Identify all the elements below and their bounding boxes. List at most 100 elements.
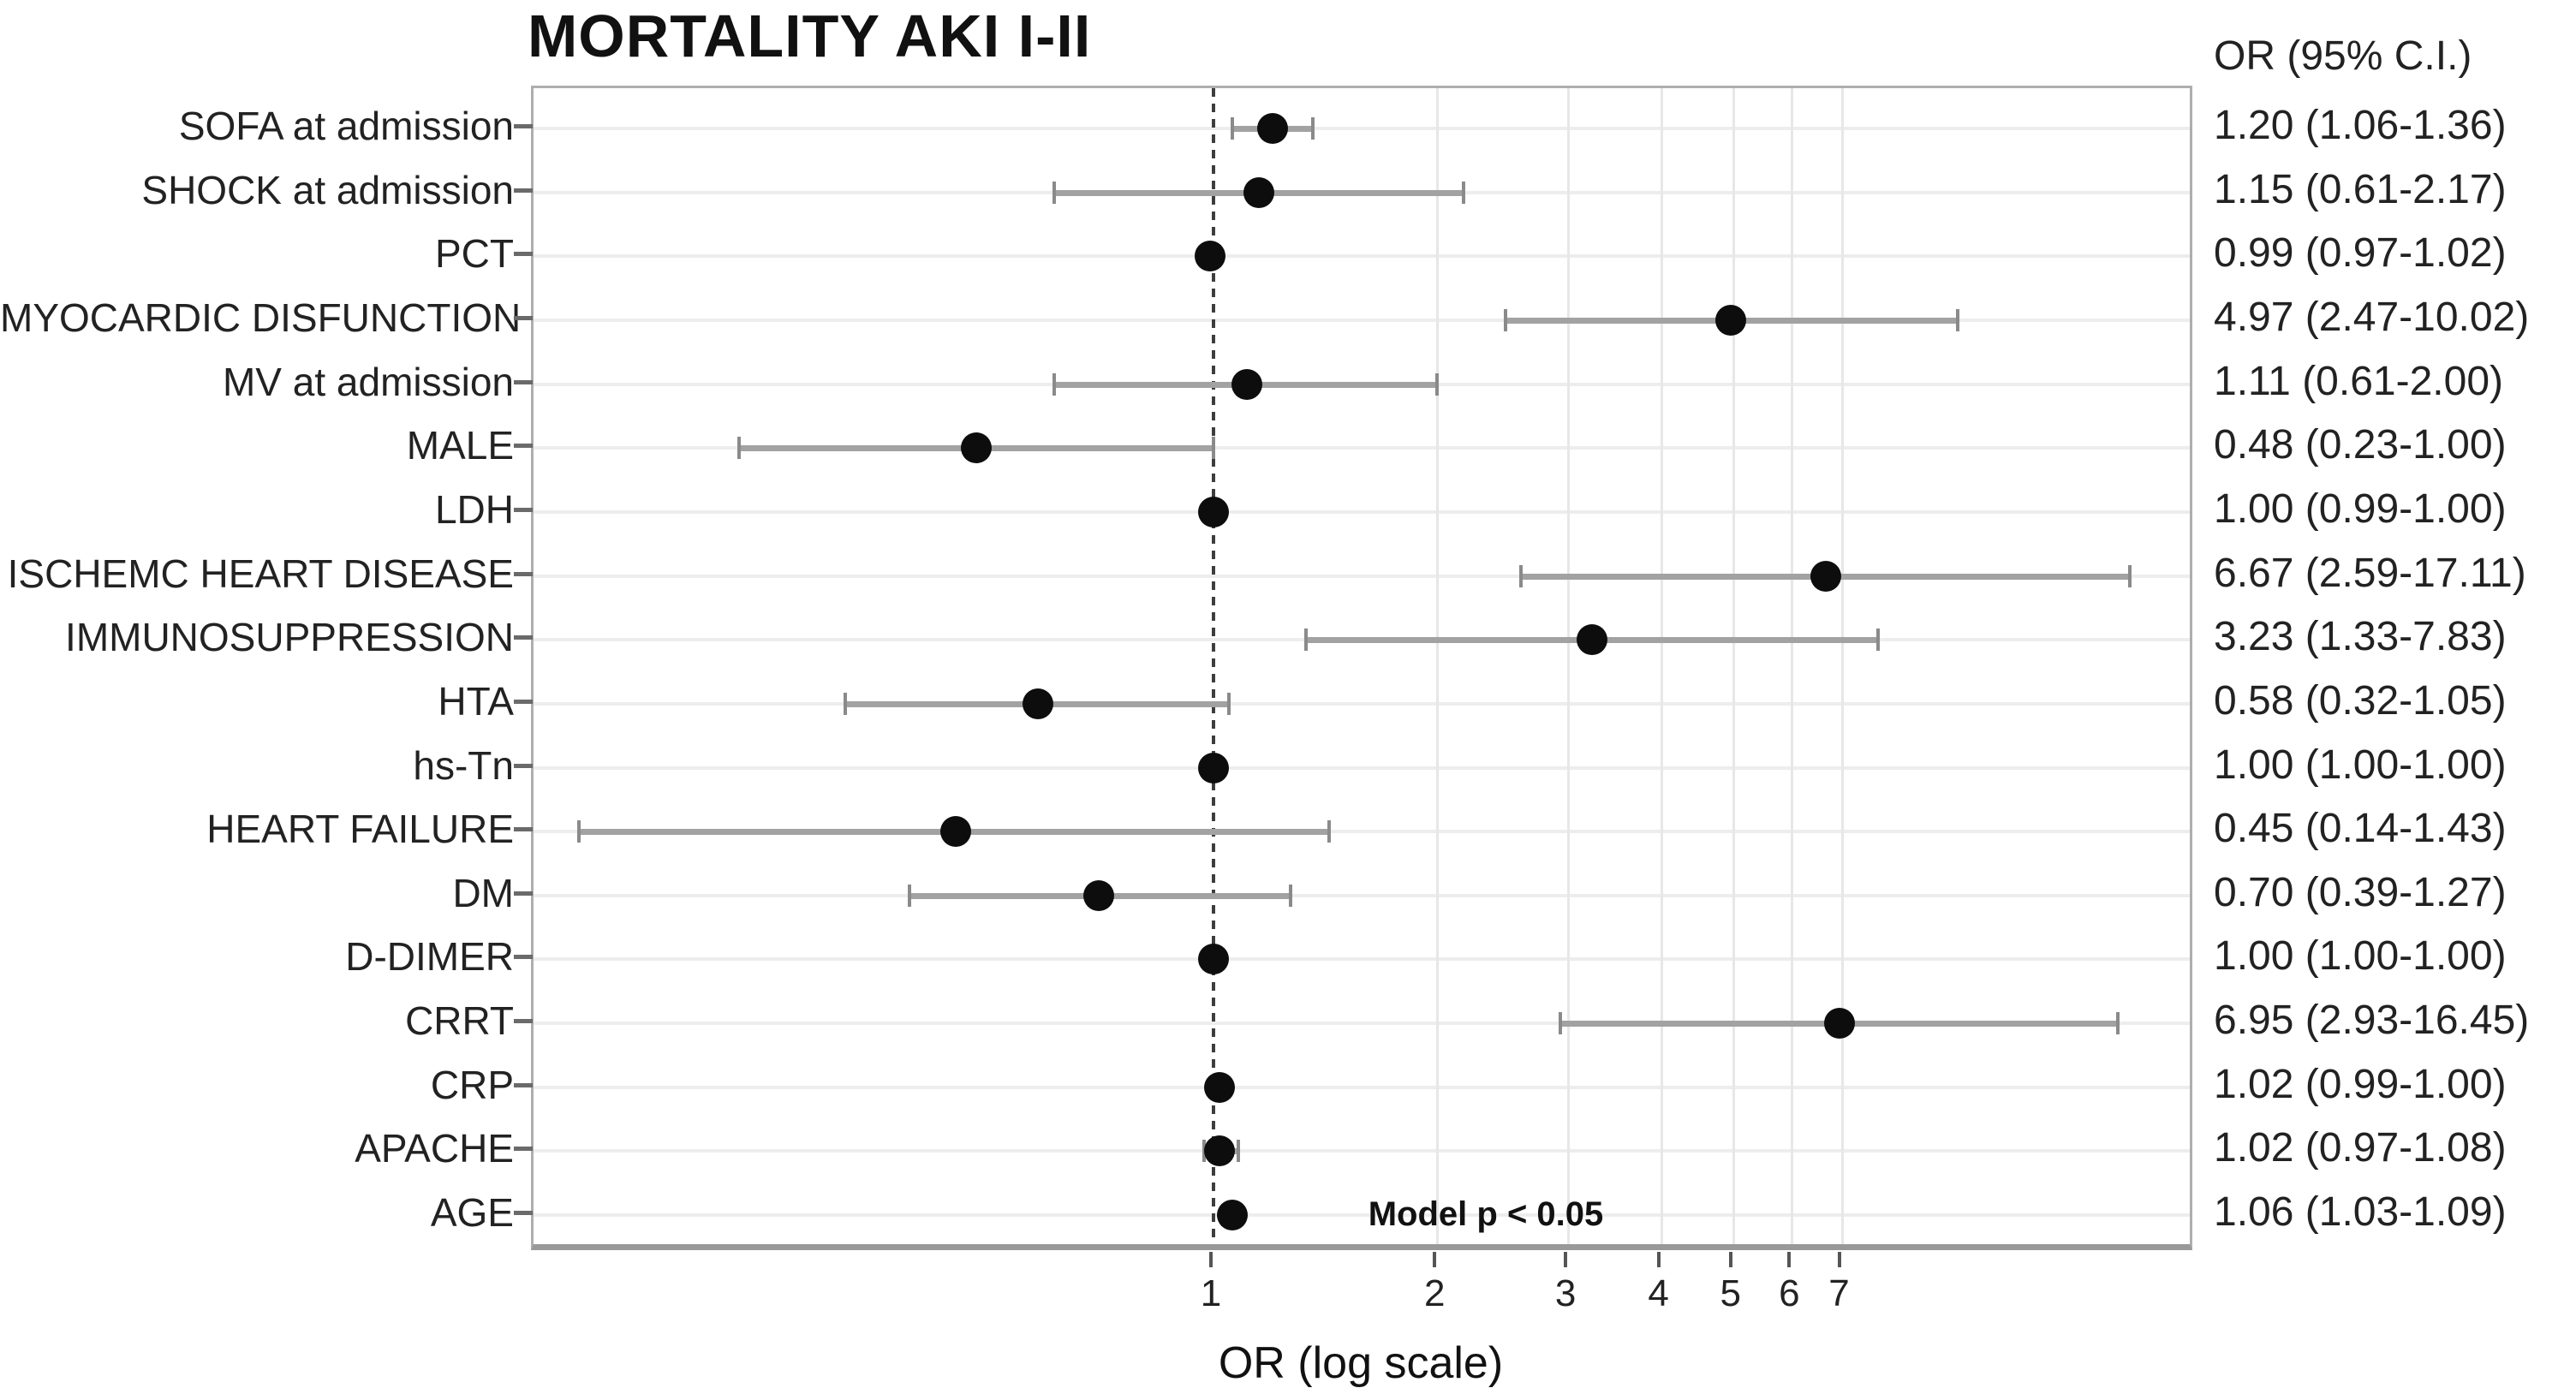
- ci-cap: [1503, 308, 1507, 331]
- ci-cap: [1435, 372, 1440, 396]
- or-ci-value: 1.02 (0.97-1.08): [2214, 1125, 2507, 1171]
- or-point: [1216, 1200, 1248, 1231]
- y-axis-tick: [514, 124, 533, 128]
- x-axis-tick-label: 2: [1424, 1272, 1446, 1314]
- vertical-gridline: [1791, 88, 1794, 1244]
- horizontal-gridline: [534, 1085, 2190, 1089]
- or-ci-value: 1.00 (1.00-1.00): [2214, 933, 2507, 980]
- or-point: [1204, 1135, 1236, 1167]
- or-point: [1204, 1071, 1236, 1103]
- horizontal-gridline: [534, 766, 2190, 770]
- ci-cap: [1327, 820, 1331, 843]
- or-point: [1231, 368, 1263, 400]
- x-axis-title: OR (log scale): [1218, 1338, 1504, 1388]
- row-label: CRRT: [405, 998, 514, 1044]
- or-point: [1198, 752, 1229, 783]
- row-label: LDH: [434, 486, 514, 532]
- y-axis-tick: [514, 955, 533, 960]
- ci-cap: [908, 884, 912, 907]
- ci-cap: [1462, 181, 1466, 204]
- row-label: MALE: [406, 423, 514, 468]
- y-axis-tick: [514, 635, 533, 640]
- horizontal-gridline: [534, 1022, 2190, 1026]
- y-axis-tick: [514, 699, 533, 704]
- row-label: APACHE: [355, 1126, 514, 1171]
- ci-cap: [1875, 629, 1880, 652]
- horizontal-gridline: [534, 254, 2190, 259]
- or-ci-value: 0.70 (0.39-1.27): [2214, 869, 2507, 915]
- y-axis-tick: [514, 507, 533, 512]
- or-ci-value: 6.67 (2.59-17.11): [2214, 550, 2526, 596]
- ci-cap: [1052, 181, 1056, 204]
- ci-cap: [1227, 692, 1231, 715]
- y-axis-tick: [514, 827, 533, 832]
- row-label: MYOCARDIC DISFUNCTION: [0, 295, 522, 340]
- row-label: AGE: [430, 1190, 514, 1236]
- ci-cap: [844, 692, 848, 715]
- row-label: HEART FAILURE: [206, 807, 514, 852]
- x-axis-tick: [1837, 1252, 1841, 1267]
- ci-cap: [1230, 117, 1234, 140]
- horizontal-gridline: [534, 830, 2190, 834]
- or-point: [1243, 176, 1274, 208]
- row-label: IMMUNOSUPPRESSION: [65, 615, 514, 660]
- row-label: MV at admission: [222, 359, 514, 404]
- row-label: hs-Tn: [413, 742, 514, 788]
- row-label: SHOCK at admission: [141, 167, 514, 212]
- x-axis-tick-label: 6: [1779, 1272, 1800, 1314]
- y-axis-tick: [514, 1211, 533, 1216]
- or-point: [1195, 241, 1226, 272]
- or-ci-value: 1.20 (1.06-1.36): [2214, 103, 2507, 148]
- row-label: SOFA at admission: [178, 104, 514, 148]
- or-point: [1715, 304, 1747, 336]
- horizontal-gridline: [534, 957, 2190, 962]
- row-label: CRP: [430, 1062, 514, 1107]
- horizontal-gridline: [534, 1149, 2190, 1153]
- ci-cap: [736, 437, 741, 460]
- x-axis-tick: [1209, 1252, 1213, 1267]
- or-ci-value: 4.97 (2.47-10.02): [2214, 294, 2530, 340]
- or-point: [1198, 496, 1229, 527]
- or-point: [1576, 624, 1607, 656]
- or-point: [1810, 560, 1842, 592]
- row-label: PCT: [435, 231, 514, 277]
- row-label: HTA: [438, 678, 514, 724]
- or-ci-value: 1.00 (0.99-1.00): [2214, 486, 2507, 532]
- ci-cap: [1303, 629, 1308, 652]
- or-ci-value: 3.23 (1.33-7.83): [2214, 614, 2507, 660]
- y-axis-tick: [514, 188, 533, 193]
- or-ci-value: 6.95 (2.93-16.45): [2214, 998, 2530, 1044]
- y-axis-tick: [514, 252, 533, 257]
- or-point: [961, 432, 993, 464]
- or-point: [939, 816, 971, 848]
- reference-line-or-1: [1212, 88, 1215, 1244]
- or-ci-value: 0.58 (0.32-1.05): [2214, 677, 2507, 724]
- or-point: [1256, 113, 1288, 144]
- x-axis-tick: [1433, 1252, 1437, 1267]
- vertical-gridline: [1436, 88, 1440, 1244]
- ci-cap: [1212, 437, 1215, 460]
- or-ci-column-header: OR (95% C.I.): [2214, 33, 2472, 79]
- y-axis-tick: [514, 1082, 533, 1087]
- horizontal-gridline: [534, 574, 2190, 578]
- plot-area: [531, 86, 2192, 1250]
- vertical-gridline: [1660, 88, 1663, 1244]
- x-axis-tick-label: 1: [1200, 1272, 1222, 1314]
- ci-cap: [1559, 1012, 1563, 1035]
- x-axis-tick: [1564, 1252, 1568, 1267]
- y-axis-tick: [514, 444, 533, 449]
- ci-cap: [1237, 1140, 1240, 1163]
- horizontal-gridline: [534, 893, 2190, 897]
- ci-cap: [1518, 564, 1523, 587]
- or-point: [1082, 879, 1114, 911]
- y-axis-tick: [514, 315, 533, 320]
- row-label: DM: [452, 870, 514, 915]
- y-axis-tick: [514, 763, 533, 768]
- y-axis-tick: [514, 379, 533, 384]
- or-ci-value: 0.99 (0.97-1.02): [2214, 230, 2507, 277]
- x-axis-tick: [1728, 1252, 1732, 1267]
- horizontal-gridline: [534, 446, 2190, 450]
- or-ci-value: 1.11 (0.61-2.00): [2214, 358, 2503, 404]
